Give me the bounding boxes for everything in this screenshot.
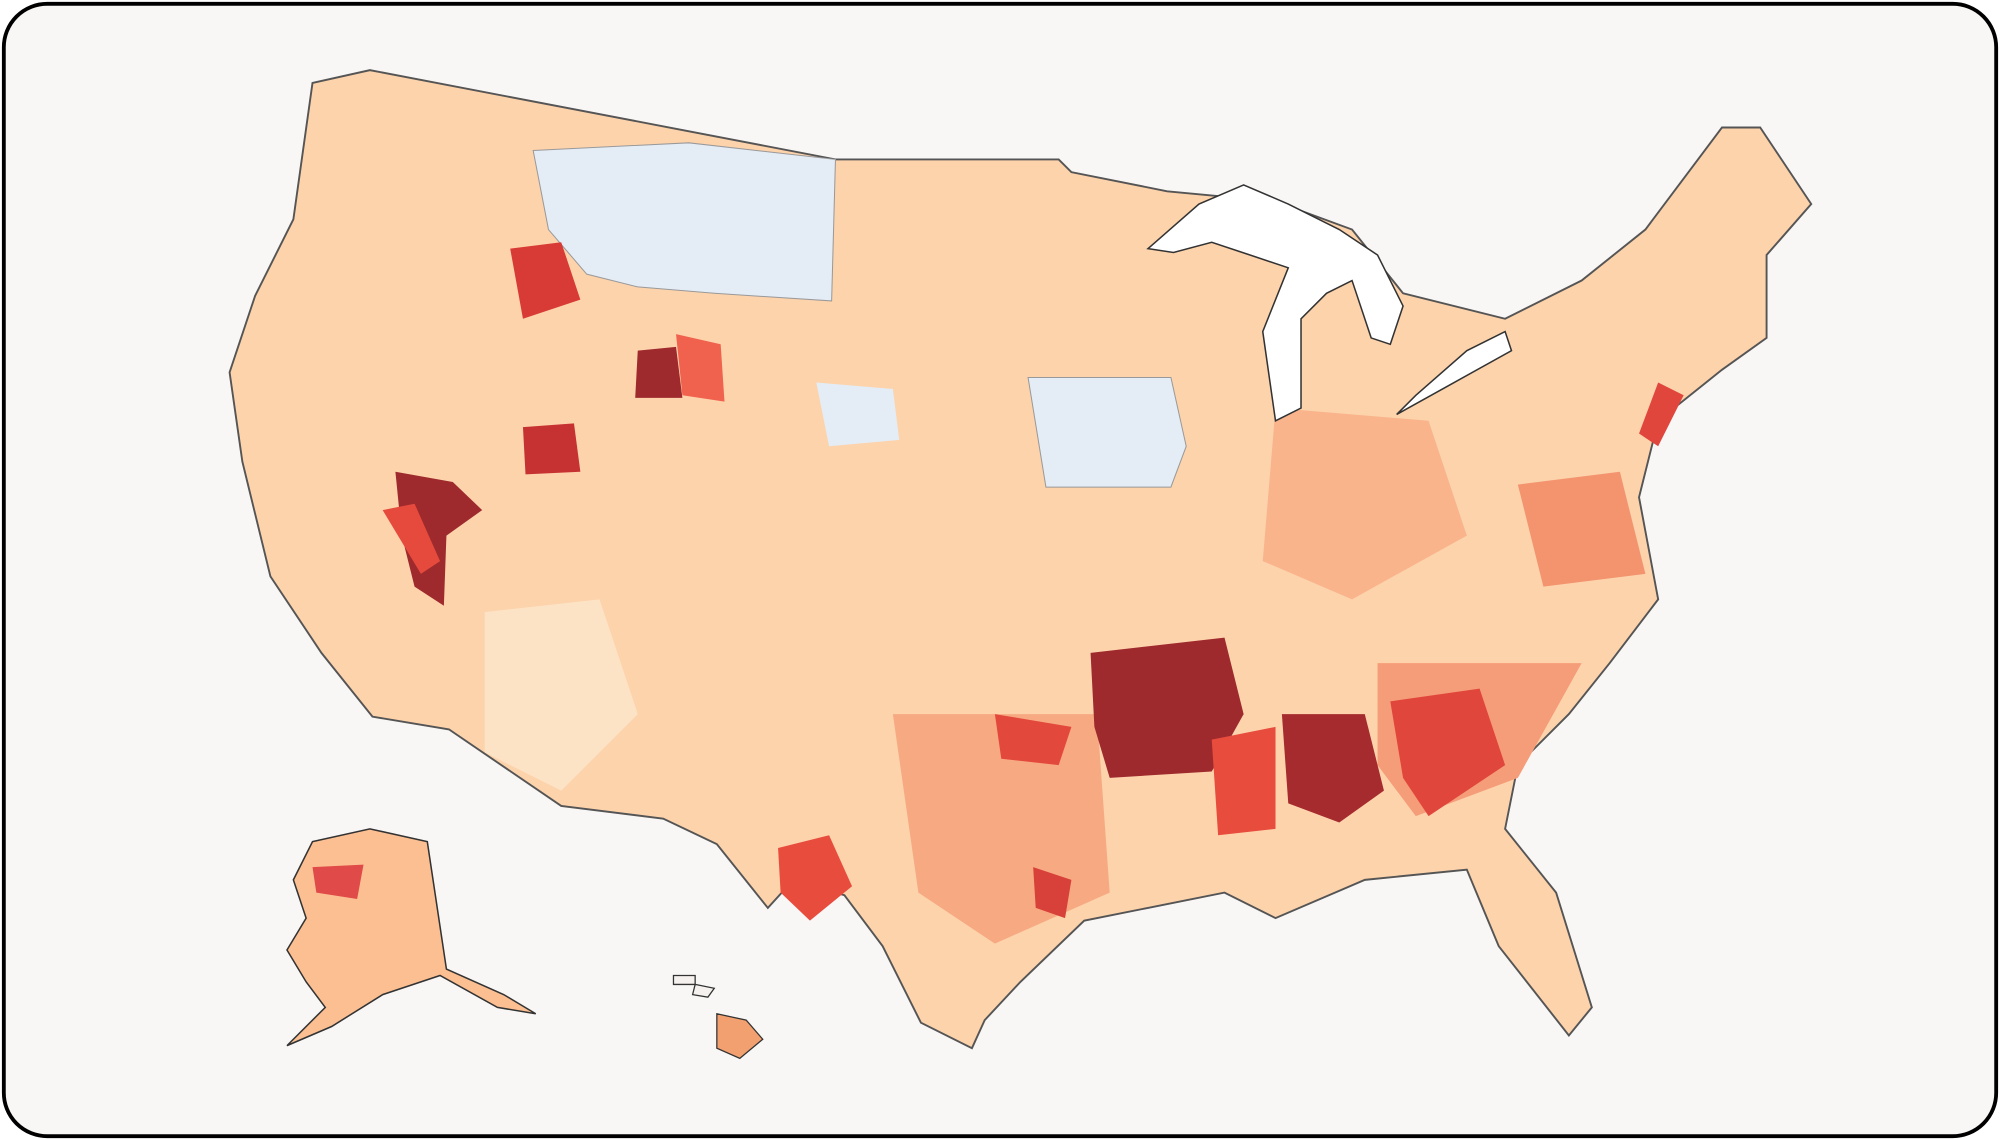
arkansas-dark <box>1090 637 1244 778</box>
wyoming-dark <box>635 346 683 398</box>
great-lakes <box>1146 184 1404 422</box>
nevada-red <box>382 503 441 574</box>
idaho-red <box>510 242 581 319</box>
utah-red <box>522 423 581 475</box>
wyoming-red <box>676 334 725 402</box>
oklahoma-red <box>994 714 1072 766</box>
hawaii <box>716 1012 764 1060</box>
texas-east-red <box>1033 867 1072 919</box>
hawaii-small <box>672 974 716 998</box>
georgia-red <box>1390 688 1506 817</box>
northeast-red <box>1639 382 1684 447</box>
nevada-dark <box>395 471 483 606</box>
virginia-orange <box>1517 471 1646 587</box>
texas-red <box>778 835 853 921</box>
alaska-red <box>312 864 364 899</box>
east-orange <box>1262 408 1467 600</box>
alabama-dark <box>1281 714 1384 823</box>
lake-erie <box>1396 330 1513 416</box>
nebraska-blue <box>816 382 900 447</box>
iowa-blue <box>1027 376 1187 488</box>
west-light <box>484 599 638 791</box>
mississippi-red <box>1211 726 1276 836</box>
